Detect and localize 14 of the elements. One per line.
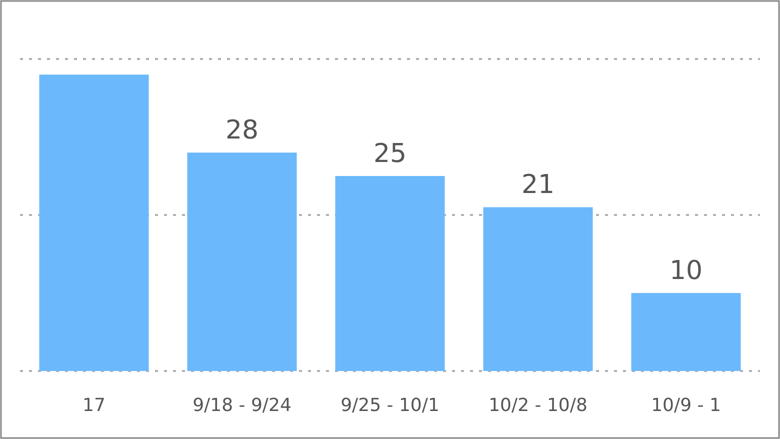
x-tick-label: 10/2 - 10/8 xyxy=(488,395,588,416)
bar xyxy=(335,176,445,371)
bar xyxy=(39,74,149,371)
bar xyxy=(483,207,593,371)
x-tick-label: 17 xyxy=(82,395,106,416)
bar xyxy=(631,293,741,371)
x-tick-label: 10/9 - 1 xyxy=(651,395,721,416)
x-tick-label: 9/18 - 9/24 xyxy=(192,395,292,416)
data-label: 10 xyxy=(669,256,703,286)
x-tick-label: 9/25 - 10/1 xyxy=(340,395,440,416)
bar xyxy=(187,152,297,371)
data-label: 25 xyxy=(373,139,407,169)
data-label: 21 xyxy=(521,170,555,200)
data-label: 28 xyxy=(225,116,259,146)
